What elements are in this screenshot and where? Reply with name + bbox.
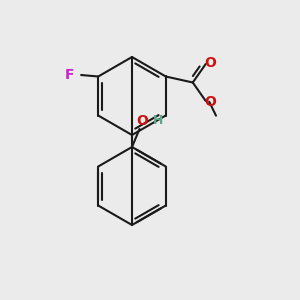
Text: O: O [136, 115, 148, 128]
Text: O: O [205, 56, 216, 70]
Text: O: O [205, 95, 216, 109]
Text: H: H [153, 114, 164, 127]
Text: F: F [65, 68, 74, 82]
